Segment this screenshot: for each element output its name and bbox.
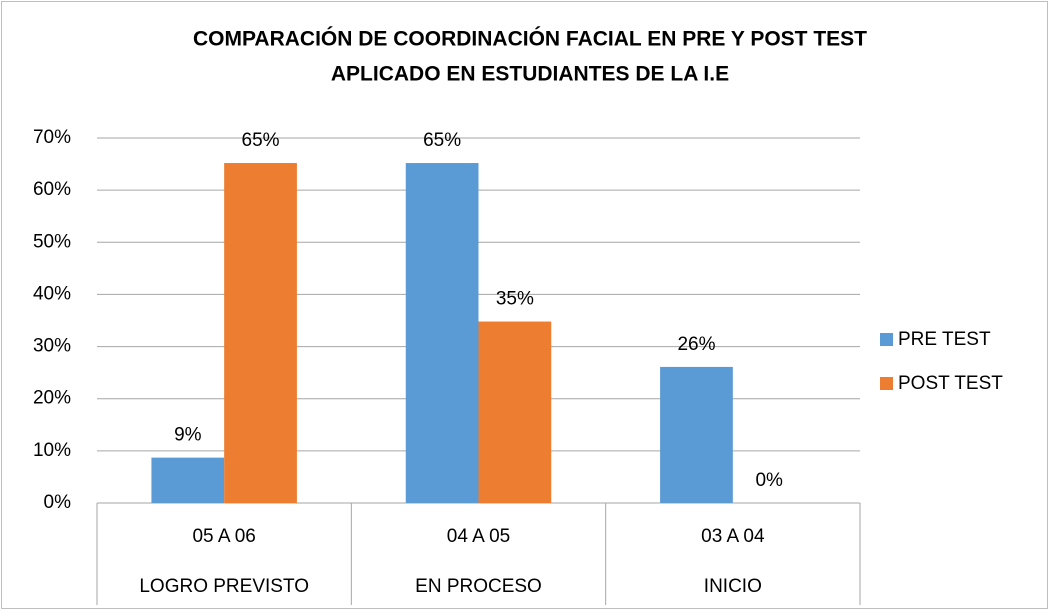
value-label: 35% bbox=[496, 289, 534, 310]
y-tick-label: 30% bbox=[33, 336, 71, 357]
y-tick-label: 20% bbox=[33, 388, 71, 409]
chart-title: COMPARACIÓN DE COORDINACIÓN FACIAL EN PR… bbox=[193, 27, 867, 51]
value-label: 65% bbox=[242, 130, 280, 151]
legend-swatch bbox=[880, 377, 893, 390]
x-tick-label: 04 A 05 bbox=[447, 526, 510, 547]
y-tick-label: 10% bbox=[33, 440, 71, 461]
bar bbox=[224, 163, 297, 503]
legend-label: POST TEST bbox=[898, 373, 1003, 394]
bar bbox=[151, 457, 225, 503]
bar bbox=[478, 321, 552, 503]
y-tick-label: 40% bbox=[33, 283, 71, 304]
value-label: 65% bbox=[423, 130, 461, 151]
bar bbox=[660, 366, 733, 503]
x-tick-label: 03 A 04 bbox=[701, 526, 765, 547]
chart-title: APLICADO EN ESTUDIANTES DE LA I.E bbox=[331, 63, 729, 86]
x-group-label: EN PROCESO bbox=[415, 576, 542, 597]
bar bbox=[405, 163, 479, 503]
y-tick-label: 60% bbox=[33, 179, 71, 200]
value-label: 26% bbox=[677, 334, 715, 355]
value-label: 9% bbox=[174, 425, 202, 446]
y-tick-label: 0% bbox=[44, 492, 72, 513]
x-tick-label: 05 A 06 bbox=[192, 526, 255, 547]
legend-swatch bbox=[880, 333, 893, 346]
legend-label: PRE TEST bbox=[898, 329, 991, 350]
x-group-label: INICIO bbox=[704, 576, 762, 597]
y-tick-label: 70% bbox=[33, 127, 71, 148]
y-tick-label: 50% bbox=[33, 231, 71, 252]
value-label: 0% bbox=[755, 470, 783, 491]
x-group-label: LOGRO PREVISTO bbox=[139, 576, 309, 597]
